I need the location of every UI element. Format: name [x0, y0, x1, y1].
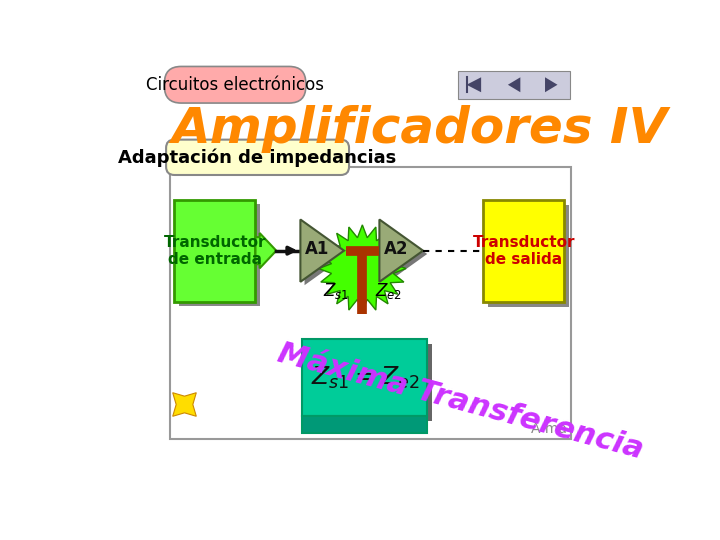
Text: $Z_{e2}$: $Z_{e2}$ — [375, 281, 402, 301]
Text: Transductor
de entrada: Transductor de entrada — [163, 235, 266, 267]
Bar — [174, 200, 256, 302]
Bar — [307, 344, 432, 421]
FancyArrow shape — [256, 233, 276, 268]
Text: Circuitos electrónicos: Circuitos electrónicos — [146, 76, 324, 94]
FancyBboxPatch shape — [166, 140, 349, 175]
FancyBboxPatch shape — [164, 66, 306, 103]
Polygon shape — [319, 225, 406, 312]
Bar — [483, 200, 564, 302]
Polygon shape — [467, 77, 481, 92]
Polygon shape — [384, 223, 427, 285]
Polygon shape — [300, 219, 344, 282]
Bar — [459, 71, 570, 99]
Polygon shape — [545, 77, 557, 92]
Bar — [488, 205, 570, 307]
Text: A2: A2 — [384, 240, 408, 258]
Bar — [302, 416, 427, 433]
Text: Máxima Transferencia: Máxima Transferencia — [274, 339, 647, 464]
Text: A ma: A ma — [531, 422, 567, 436]
Text: $Z_{s1}$: $Z_{s1}$ — [323, 281, 349, 301]
Text: $Z_{s1} = Z_{e2}$: $Z_{s1} = Z_{e2}$ — [310, 364, 419, 390]
Text: Amplificadores IV: Amplificadores IV — [171, 105, 667, 153]
Bar — [170, 167, 572, 439]
Polygon shape — [305, 223, 348, 285]
Text: Transductor
de salida: Transductor de salida — [472, 235, 575, 267]
Text: A1: A1 — [305, 240, 329, 258]
Polygon shape — [379, 219, 423, 282]
Text: Adaptación de impedancias: Adaptación de impedancias — [119, 148, 397, 166]
Bar — [302, 339, 427, 416]
Bar — [179, 204, 260, 306]
Polygon shape — [508, 77, 521, 92]
